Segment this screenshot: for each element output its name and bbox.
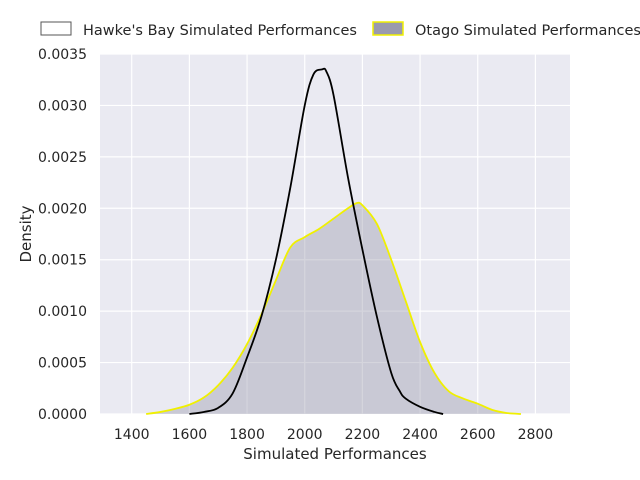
x-tick-label: 2200 — [345, 427, 381, 443]
legend-label-hawkes-bay: Hawke's Bay Simulated Performances — [83, 23, 357, 39]
x-tick-label: 2800 — [518, 427, 554, 443]
series-line-otago — [146, 201, 522, 415]
y-tick-label: 0.0000 — [38, 407, 87, 423]
plot-area — [100, 54, 570, 414]
x-tick-label: 2000 — [287, 427, 323, 443]
x-tick-label: 2600 — [460, 427, 496, 443]
legend-swatch-hawkes-bay — [40, 21, 72, 36]
x-tick-label: 1600 — [172, 427, 208, 443]
y-tick-label: 0.0010 — [38, 304, 87, 320]
y-tick-label: 0.0035 — [38, 47, 87, 63]
y-tick-label: 0.0030 — [38, 98, 87, 114]
x-axis-ticks: 1400 1600 1800 2000 2200 2400 2600 2800 — [114, 427, 553, 443]
legend-label-otago: Otago Simulated Performances — [415, 23, 640, 39]
y-tick-label: 0.0025 — [38, 150, 87, 166]
series-area-otago — [146, 202, 521, 414]
series-layer — [146, 67, 522, 415]
legend: Hawke's Bay Simulated Performances Otago… — [40, 21, 640, 39]
x-axis-title: Simulated Performances — [243, 445, 427, 463]
legend-swatch-otago — [372, 21, 404, 36]
y-tick-label: 0.0005 — [38, 356, 87, 372]
series-line-hawkes-bay — [189, 67, 444, 415]
y-tick-label: 0.0020 — [38, 201, 87, 217]
y-axis-ticks: 0.0000 0.0005 0.0010 0.0015 0.0020 0.0025 0.00… — [38, 47, 87, 423]
y-axis-title: Density — [17, 205, 35, 262]
x-tick-label: 1400 — [114, 427, 150, 443]
x-tick-label: 1800 — [229, 427, 265, 443]
x-tick-label: 2400 — [402, 427, 438, 443]
y-tick-label: 0.0015 — [38, 253, 87, 269]
